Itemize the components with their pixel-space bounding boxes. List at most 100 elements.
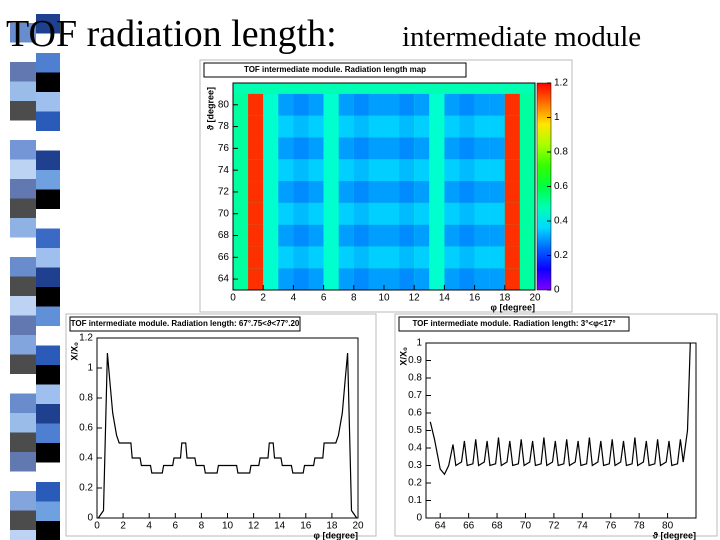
y-tick-label: 0.8 — [79, 393, 93, 404]
heat-cell — [368, 159, 384, 182]
heat-cell — [263, 137, 279, 160]
heat-cell — [248, 246, 264, 269]
heat-cell — [293, 93, 309, 116]
x-tick-label: 18 — [326, 521, 338, 532]
heat-cell — [308, 115, 324, 138]
heat-cell — [414, 224, 430, 247]
heat-cell — [248, 181, 264, 203]
heat-cell — [278, 137, 294, 160]
heat-cell — [233, 115, 249, 138]
slide-subtitle: intermediate module — [402, 21, 641, 53]
heat-cell — [248, 202, 264, 225]
heat-cell — [519, 115, 535, 138]
decor-square — [36, 384, 60, 404]
heat-cell — [353, 137, 369, 160]
x-tick-label: 64 — [435, 521, 447, 532]
heat-cell — [248, 224, 264, 247]
panel — [65, 313, 377, 537]
heat-cell — [489, 202, 505, 225]
y-tick-label: 66 — [218, 252, 230, 263]
heat-cell — [519, 93, 535, 116]
heat-cell — [489, 268, 505, 290]
colorbar-tick-label: 0.6 — [554, 181, 568, 192]
heat-cell — [308, 246, 324, 269]
heat-cell — [248, 115, 264, 138]
heat-cell — [308, 159, 324, 182]
title-box — [69, 316, 301, 332]
x-tick-label: 74 — [577, 521, 589, 532]
heat-cell — [384, 224, 400, 247]
heat-cell — [293, 224, 309, 247]
heat-cell — [414, 137, 430, 160]
heat-cell — [384, 246, 400, 269]
heat-cell — [308, 268, 324, 290]
heat-cell — [504, 246, 520, 269]
y-tick-label: 70 — [218, 208, 230, 219]
y-tick-label: 0.6 — [408, 408, 422, 419]
heat-cell — [233, 181, 249, 203]
heat-cell — [248, 268, 264, 290]
heat-cell — [414, 93, 430, 116]
decor-square — [10, 257, 36, 277]
heat-cell — [489, 115, 505, 138]
heat-cell — [399, 181, 415, 203]
x-tick-label: 20 — [529, 293, 541, 304]
data-line — [97, 352, 358, 519]
decor-square — [36, 131, 60, 151]
decor-square — [10, 471, 36, 491]
heat-cell — [519, 268, 535, 290]
heat-cell — [384, 202, 400, 225]
heat-cell — [353, 159, 369, 182]
x-axis-label: φ [degree] — [314, 530, 358, 540]
decor-square — [10, 276, 36, 296]
heat-cell — [414, 159, 430, 182]
decor-square — [36, 306, 60, 326]
decor-square — [10, 393, 36, 413]
x-tick-label: 6 — [321, 293, 327, 304]
heat-cell — [384, 181, 400, 203]
heat-cell — [248, 159, 264, 182]
heat-cell — [504, 268, 520, 290]
x-tick-label: 12 — [248, 521, 260, 532]
heat-cell — [353, 115, 369, 138]
colorbar-tick-label: 1.2 — [554, 78, 568, 89]
heat-cell — [489, 224, 505, 247]
heat-cell — [459, 224, 475, 247]
heat-cell — [368, 115, 384, 138]
x-axis-label: φ [degree] — [491, 302, 535, 312]
heat-cell — [338, 159, 354, 182]
y-axis-label: X/X₀ — [69, 342, 79, 361]
x-tick-label: 10 — [378, 293, 390, 304]
heat-cell — [323, 202, 339, 225]
y-tick-label: 64 — [218, 274, 230, 285]
decor-square — [10, 23, 36, 43]
heat-cell — [504, 202, 520, 225]
x-tick-label: 8 — [199, 521, 205, 532]
decor-square — [10, 179, 36, 199]
y-tick-label: 74 — [218, 165, 230, 176]
decor-square — [36, 326, 60, 346]
heat-cell — [293, 181, 309, 203]
x-tick-label: 0 — [94, 521, 100, 532]
heat-cell — [293, 159, 309, 182]
heat-cell — [233, 268, 249, 290]
heat-cell — [323, 159, 339, 182]
heat-cell — [444, 137, 460, 160]
heat-cell — [504, 93, 520, 116]
heat-cell — [308, 93, 324, 116]
heat-cell — [263, 246, 279, 269]
heat-cell — [504, 137, 520, 160]
decor-square — [10, 354, 36, 374]
heat-cell — [414, 202, 430, 225]
heat-cell — [323, 93, 339, 116]
x-tick-label: 16 — [300, 521, 312, 532]
heat-cell — [519, 202, 535, 225]
decor-square — [10, 159, 36, 179]
x-axis-label: ϑ [degree] — [653, 530, 696, 540]
heat-cell — [278, 115, 294, 138]
heat-cell — [444, 246, 460, 269]
decor-square — [36, 111, 60, 131]
x-tick-label: 10 — [222, 521, 234, 532]
decor-square — [10, 81, 36, 101]
panel — [394, 313, 718, 537]
